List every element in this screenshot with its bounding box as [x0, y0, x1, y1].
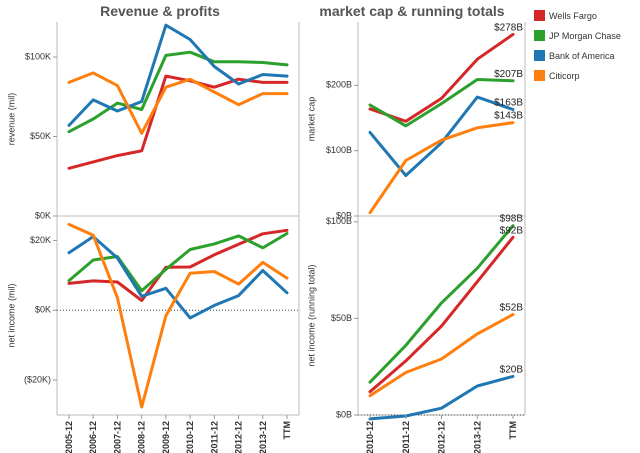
chart-panel-1: Revenue & profits revenue (mil) $0K $50K $10… — [6, 3, 289, 220]
y-axis-title: revenue (mil) — [6, 93, 16, 146]
y-tick-label: $100B — [326, 216, 352, 226]
chart-panel-2: net income (mil) ($20K) $0K $20K 2005-12 2006… — [6, 222, 299, 453]
series-line-wells-fargo — [368, 32, 515, 123]
x-tick-label: 2009-12 — [161, 421, 171, 453]
series-line-citicorp — [368, 121, 515, 215]
end-label-wells-fargo: $278B — [494, 22, 523, 33]
x-tick-label: 2005-12 — [64, 421, 74, 453]
panel-title: market cap & running totals — [319, 3, 504, 19]
y-tick-label: $20K — [30, 235, 51, 245]
x-tick-label: 2010-12 — [365, 421, 375, 453]
y-tick-label: $0K — [35, 305, 51, 315]
y-tick-label: $0B — [336, 409, 352, 419]
x-tick-label: 2013-12 — [472, 421, 482, 453]
series-line-citicorp — [67, 71, 289, 135]
y-tick-label: $200B — [326, 80, 352, 90]
series-line-citicorp — [67, 222, 289, 409]
x-tick-label: 2013-12 — [258, 421, 268, 453]
y-axis-title: net income (mil) — [6, 283, 16, 347]
legend: Wells Fargo JP Morgan Chase Bank of Americ… — [534, 10, 621, 81]
x-tick-label: 2012-12 — [437, 421, 447, 453]
end-label-citicorp: $52B — [500, 303, 524, 314]
series-line-jp-morgan-chase — [368, 224, 515, 384]
legend-swatch-wells-fargo — [534, 10, 545, 21]
x-tick-label: 2012-12 — [234, 421, 244, 453]
series-line-citicorp — [368, 313, 515, 398]
x-tick-label: 2011-12 — [209, 421, 219, 453]
legend-swatch-citicorp — [534, 70, 545, 81]
x-tick-label: 2010-12 — [185, 421, 195, 453]
series-line-wells-fargo — [67, 228, 289, 302]
legend-label-wells-fargo: Wells Fargo — [549, 11, 597, 21]
series-line-wells-fargo — [67, 74, 289, 170]
y-tick-label: ($20K) — [24, 374, 51, 384]
y-tick-label: $100B — [326, 145, 352, 155]
series-line-jp-morgan-chase — [67, 232, 289, 293]
y-tick-label: $100K — [25, 51, 51, 61]
series-line-jp-morgan-chase — [67, 50, 289, 134]
x-tick-label: 2008-12 — [137, 421, 147, 453]
series-line-bank-of-america — [368, 95, 515, 177]
y-tick-label: $50B — [331, 313, 352, 323]
end-label-citicorp: $143B — [494, 111, 523, 122]
legend-label-bank-of-america: Bank of America — [549, 51, 615, 61]
end-label-wells-fargo: $92B — [500, 225, 524, 236]
x-tick-label: TTM — [508, 421, 518, 440]
y-axis-title: market cap — [306, 97, 316, 142]
series-line-bank-of-america — [368, 374, 515, 421]
series-line-bank-of-america — [67, 235, 289, 320]
panel-title: Revenue & profits — [100, 3, 220, 19]
y-axis-title: net income (running total) — [306, 264, 316, 366]
y-tick-label: $0K — [35, 210, 51, 220]
end-label-bank-of-america: $20B — [500, 364, 524, 375]
x-tick-label: 2011-12 — [401, 421, 411, 453]
series-line-bank-of-america — [67, 23, 289, 127]
series-line-jp-morgan-chase — [368, 78, 515, 128]
chart-panel-4: net income (running total) $0B $50B $100B $9… — [306, 214, 525, 453]
legend-swatch-bank-of-america — [534, 50, 545, 61]
legend-label-jp-morgan-chase: JP Morgan Chase — [549, 31, 621, 41]
end-label-bank-of-america: $163B — [494, 98, 523, 109]
end-label-jp-morgan-chase: $207B — [494, 69, 523, 80]
x-tick-label: 2007-12 — [112, 421, 122, 453]
x-tick-label: TTM — [282, 421, 292, 440]
y-tick-label: $50K — [30, 131, 51, 141]
series-line-wells-fargo — [368, 235, 515, 394]
legend-swatch-jp-morgan-chase — [534, 30, 545, 41]
x-tick-label: 2006-12 — [88, 421, 98, 453]
y-tick-label: $0B — [336, 210, 352, 220]
end-label-jp-morgan-chase: $98B — [500, 214, 524, 225]
chart-panel-3: market cap & running totals market cap $0B… — [306, 3, 523, 220]
legend-label-citicorp: Citicorp — [549, 71, 580, 81]
